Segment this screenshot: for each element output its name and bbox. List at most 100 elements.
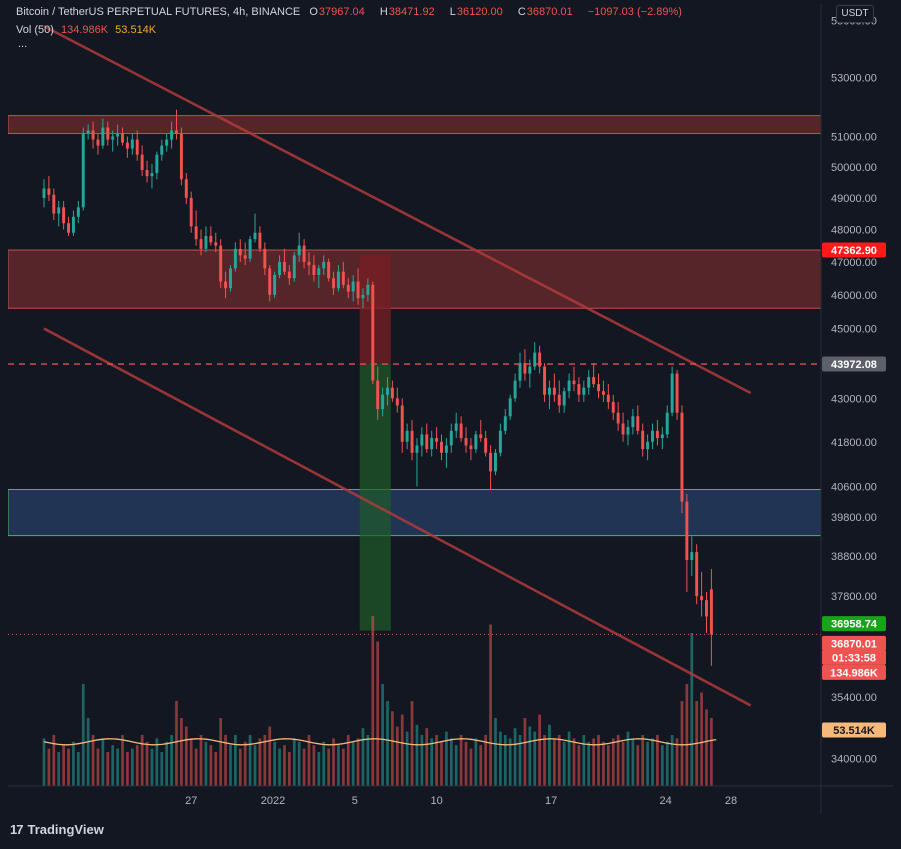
volume-bar bbox=[204, 741, 208, 786]
symbol-title[interactable]: Bitcoin / TetherUS PERPETUAL FUTURES, 4h… bbox=[16, 6, 301, 18]
price-tick-label: 43000.00 bbox=[831, 393, 877, 405]
volume-bar bbox=[219, 718, 223, 786]
candle-body bbox=[165, 139, 169, 146]
volume-bar bbox=[449, 738, 453, 786]
tradingview-logo[interactable]: 17 TradingView bbox=[10, 822, 104, 837]
volume-bar bbox=[243, 741, 247, 786]
candle-body bbox=[533, 352, 537, 367]
time-tick-label: 24 bbox=[659, 795, 671, 807]
volume-bar bbox=[184, 726, 188, 786]
candle bbox=[523, 349, 527, 381]
candle-body bbox=[695, 552, 699, 597]
candle-body bbox=[395, 398, 399, 406]
volume-bar bbox=[636, 745, 640, 786]
volume-bar bbox=[567, 731, 571, 786]
volume-bar bbox=[494, 718, 497, 786]
candle-body bbox=[307, 261, 311, 266]
candle bbox=[695, 544, 699, 605]
candle-body bbox=[675, 373, 679, 413]
volume-bar bbox=[155, 738, 159, 786]
candle bbox=[503, 409, 507, 435]
volume-bar bbox=[435, 735, 438, 786]
volume-bar bbox=[224, 735, 227, 786]
volume-bar bbox=[489, 624, 492, 786]
candle bbox=[189, 191, 193, 233]
volume-bar bbox=[253, 745, 257, 786]
candle-body bbox=[204, 235, 208, 249]
candle-body bbox=[420, 434, 424, 446]
candle-body bbox=[601, 391, 605, 395]
candle bbox=[469, 438, 473, 461]
volume-bar bbox=[140, 735, 144, 786]
volume-bar bbox=[327, 748, 330, 786]
volume-bar bbox=[67, 748, 70, 786]
candle-body bbox=[371, 284, 375, 381]
candle bbox=[253, 213, 257, 243]
candle-body bbox=[356, 281, 360, 299]
price-axis-label-text: 36958.74 bbox=[831, 619, 878, 631]
volume-bar bbox=[283, 745, 286, 786]
candle-body bbox=[660, 434, 664, 439]
candle-body bbox=[228, 268, 232, 289]
volume-bar bbox=[366, 735, 370, 786]
more-indicators-toggle[interactable]: ... bbox=[18, 38, 28, 50]
candle-body bbox=[400, 405, 404, 442]
candle bbox=[665, 405, 669, 439]
candle bbox=[641, 423, 645, 457]
volume-bar bbox=[62, 745, 65, 786]
candle bbox=[361, 288, 365, 309]
volume-bar bbox=[606, 745, 610, 786]
candle-body bbox=[175, 130, 178, 134]
candle-body bbox=[641, 430, 645, 450]
volume-bar bbox=[175, 701, 178, 786]
candle bbox=[459, 416, 463, 442]
candle-body bbox=[52, 194, 56, 214]
zone-upper-resistance bbox=[8, 115, 822, 135]
candle bbox=[52, 188, 56, 220]
volume-legend[interactable]: Vol (50) 134.986K 53.514K bbox=[16, 24, 156, 36]
candle-body bbox=[336, 271, 340, 289]
price-axis-label-text: 36870.01 bbox=[831, 638, 877, 650]
candle bbox=[170, 121, 174, 149]
candle bbox=[307, 252, 311, 275]
volume-bar bbox=[337, 745, 340, 786]
candle-body bbox=[150, 173, 154, 177]
candle bbox=[263, 242, 267, 275]
candle-body bbox=[705, 600, 708, 617]
candle-body bbox=[543, 366, 547, 395]
candle-body bbox=[709, 589, 713, 635]
volume-bar bbox=[273, 741, 276, 786]
candle bbox=[214, 232, 218, 253]
candle bbox=[228, 265, 232, 292]
candle-body bbox=[287, 271, 291, 279]
volume-bar bbox=[538, 714, 541, 786]
position-stop-area bbox=[359, 254, 391, 364]
candle bbox=[444, 438, 448, 468]
candle-body bbox=[606, 394, 610, 402]
volume-bar bbox=[381, 684, 384, 786]
candle-body bbox=[111, 136, 115, 140]
volume-bar bbox=[116, 748, 119, 786]
candle bbox=[233, 242, 237, 272]
volume-layer bbox=[42, 616, 717, 786]
candle bbox=[165, 133, 169, 152]
candle bbox=[425, 423, 429, 453]
candle-body bbox=[459, 423, 463, 439]
candle-body bbox=[680, 412, 684, 502]
price-axis-label: 01:33:58 bbox=[822, 649, 886, 665]
candle bbox=[101, 118, 105, 149]
volume-bar bbox=[513, 728, 517, 786]
volume-bar bbox=[391, 711, 394, 786]
volume-bar bbox=[170, 735, 173, 786]
candle bbox=[597, 373, 601, 399]
volume-bar bbox=[602, 741, 605, 786]
price-chart[interactable]: 55000.0053000.0051000.0050000.0049000.00… bbox=[8, 4, 893, 814]
currency-button[interactable]: USDT bbox=[836, 5, 874, 23]
candle bbox=[376, 366, 380, 420]
ohlc-close: C36870.01 bbox=[517, 6, 573, 18]
volume-bar bbox=[420, 735, 424, 786]
candle-body bbox=[611, 401, 615, 413]
lines-layer bbox=[8, 25, 821, 707]
volume-bar bbox=[611, 738, 615, 786]
volume-bar bbox=[474, 738, 478, 786]
